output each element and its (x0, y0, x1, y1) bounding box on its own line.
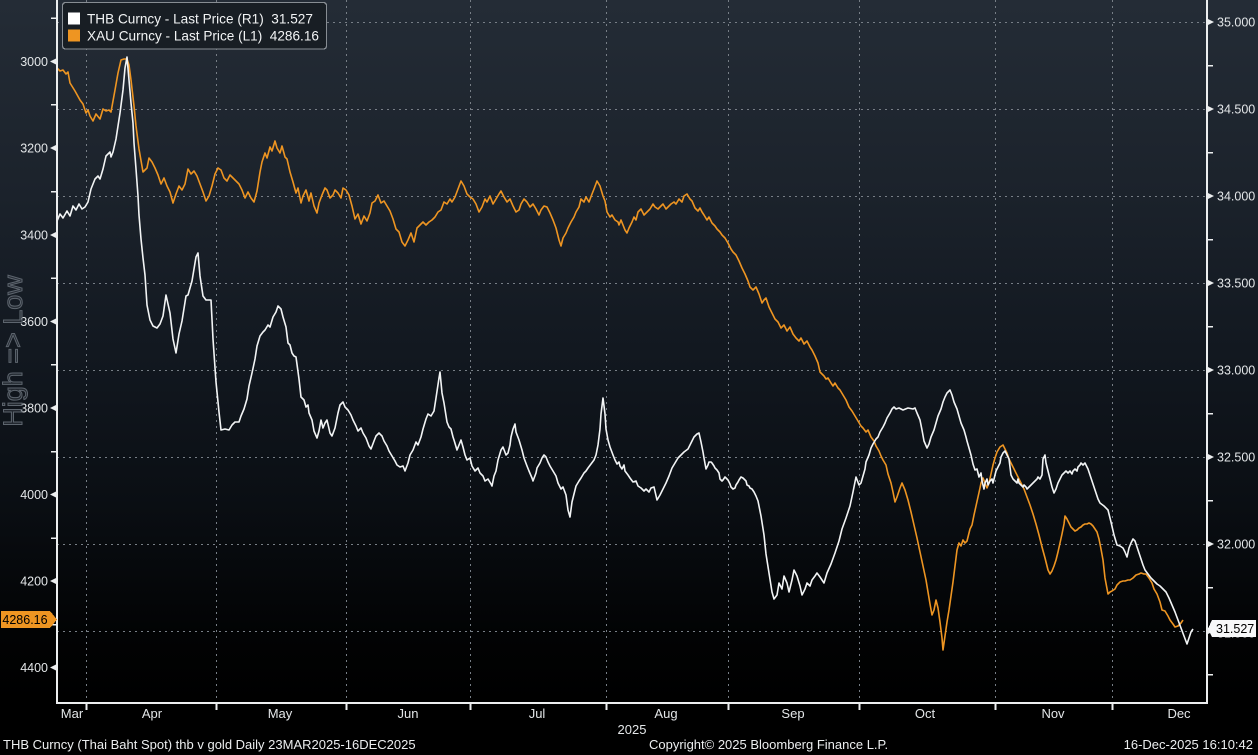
svg-text:THB Curncy - Last Price (R1): THB Curncy - Last Price (R1) 31.527 (87, 12, 313, 27)
svg-text:3800: 3800 (20, 402, 48, 416)
svg-text:Apr: Apr (142, 706, 163, 721)
svg-text:16-Dec-2025 16:10:42: 16-Dec-2025 16:10:42 (1124, 737, 1253, 752)
svg-text:Nov: Nov (1041, 706, 1065, 721)
svg-text:Mar: Mar (61, 706, 84, 721)
svg-text:3200: 3200 (20, 142, 48, 156)
svg-text:2025: 2025 (618, 722, 647, 737)
svg-text:31.527: 31.527 (1216, 622, 1254, 636)
svg-text:3000: 3000 (20, 55, 48, 69)
svg-text:Dec: Dec (1167, 706, 1191, 721)
svg-text:33.500: 33.500 (1217, 277, 1255, 291)
svg-text:33.000: 33.000 (1217, 364, 1255, 378)
svg-text:Aug: Aug (654, 706, 677, 721)
svg-text:High => Low: High => Low (0, 275, 28, 427)
svg-text:4286.16: 4286.16 (2, 613, 47, 627)
svg-text:34.000: 34.000 (1217, 190, 1255, 204)
svg-text:THB Curncy (Thai Baht Spot) th: THB Curncy (Thai Baht Spot) thb v gold D… (3, 737, 416, 752)
svg-text:4400: 4400 (20, 661, 48, 675)
svg-text:32.000: 32.000 (1217, 538, 1255, 552)
svg-text:Jun: Jun (398, 706, 419, 721)
svg-text:Oct: Oct (915, 706, 936, 721)
svg-text:3600: 3600 (20, 315, 48, 329)
svg-text:34.500: 34.500 (1217, 103, 1255, 117)
svg-text:May: May (268, 706, 293, 721)
svg-text:32.500: 32.500 (1217, 451, 1255, 465)
svg-text:4200: 4200 (20, 575, 48, 589)
svg-text:35.000: 35.000 (1217, 16, 1255, 30)
svg-text:3400: 3400 (20, 229, 48, 243)
svg-text:4000: 4000 (20, 488, 48, 502)
svg-text:XAU Curncy - Last Price (L1): XAU Curncy - Last Price (L1) 4286.16 (87, 29, 319, 44)
svg-text:Sep: Sep (781, 706, 804, 721)
svg-text:Copyright© 2025 Bloomberg Fina: Copyright© 2025 Bloomberg Finance L.P. (649, 737, 888, 752)
svg-text:Jul: Jul (529, 706, 546, 721)
